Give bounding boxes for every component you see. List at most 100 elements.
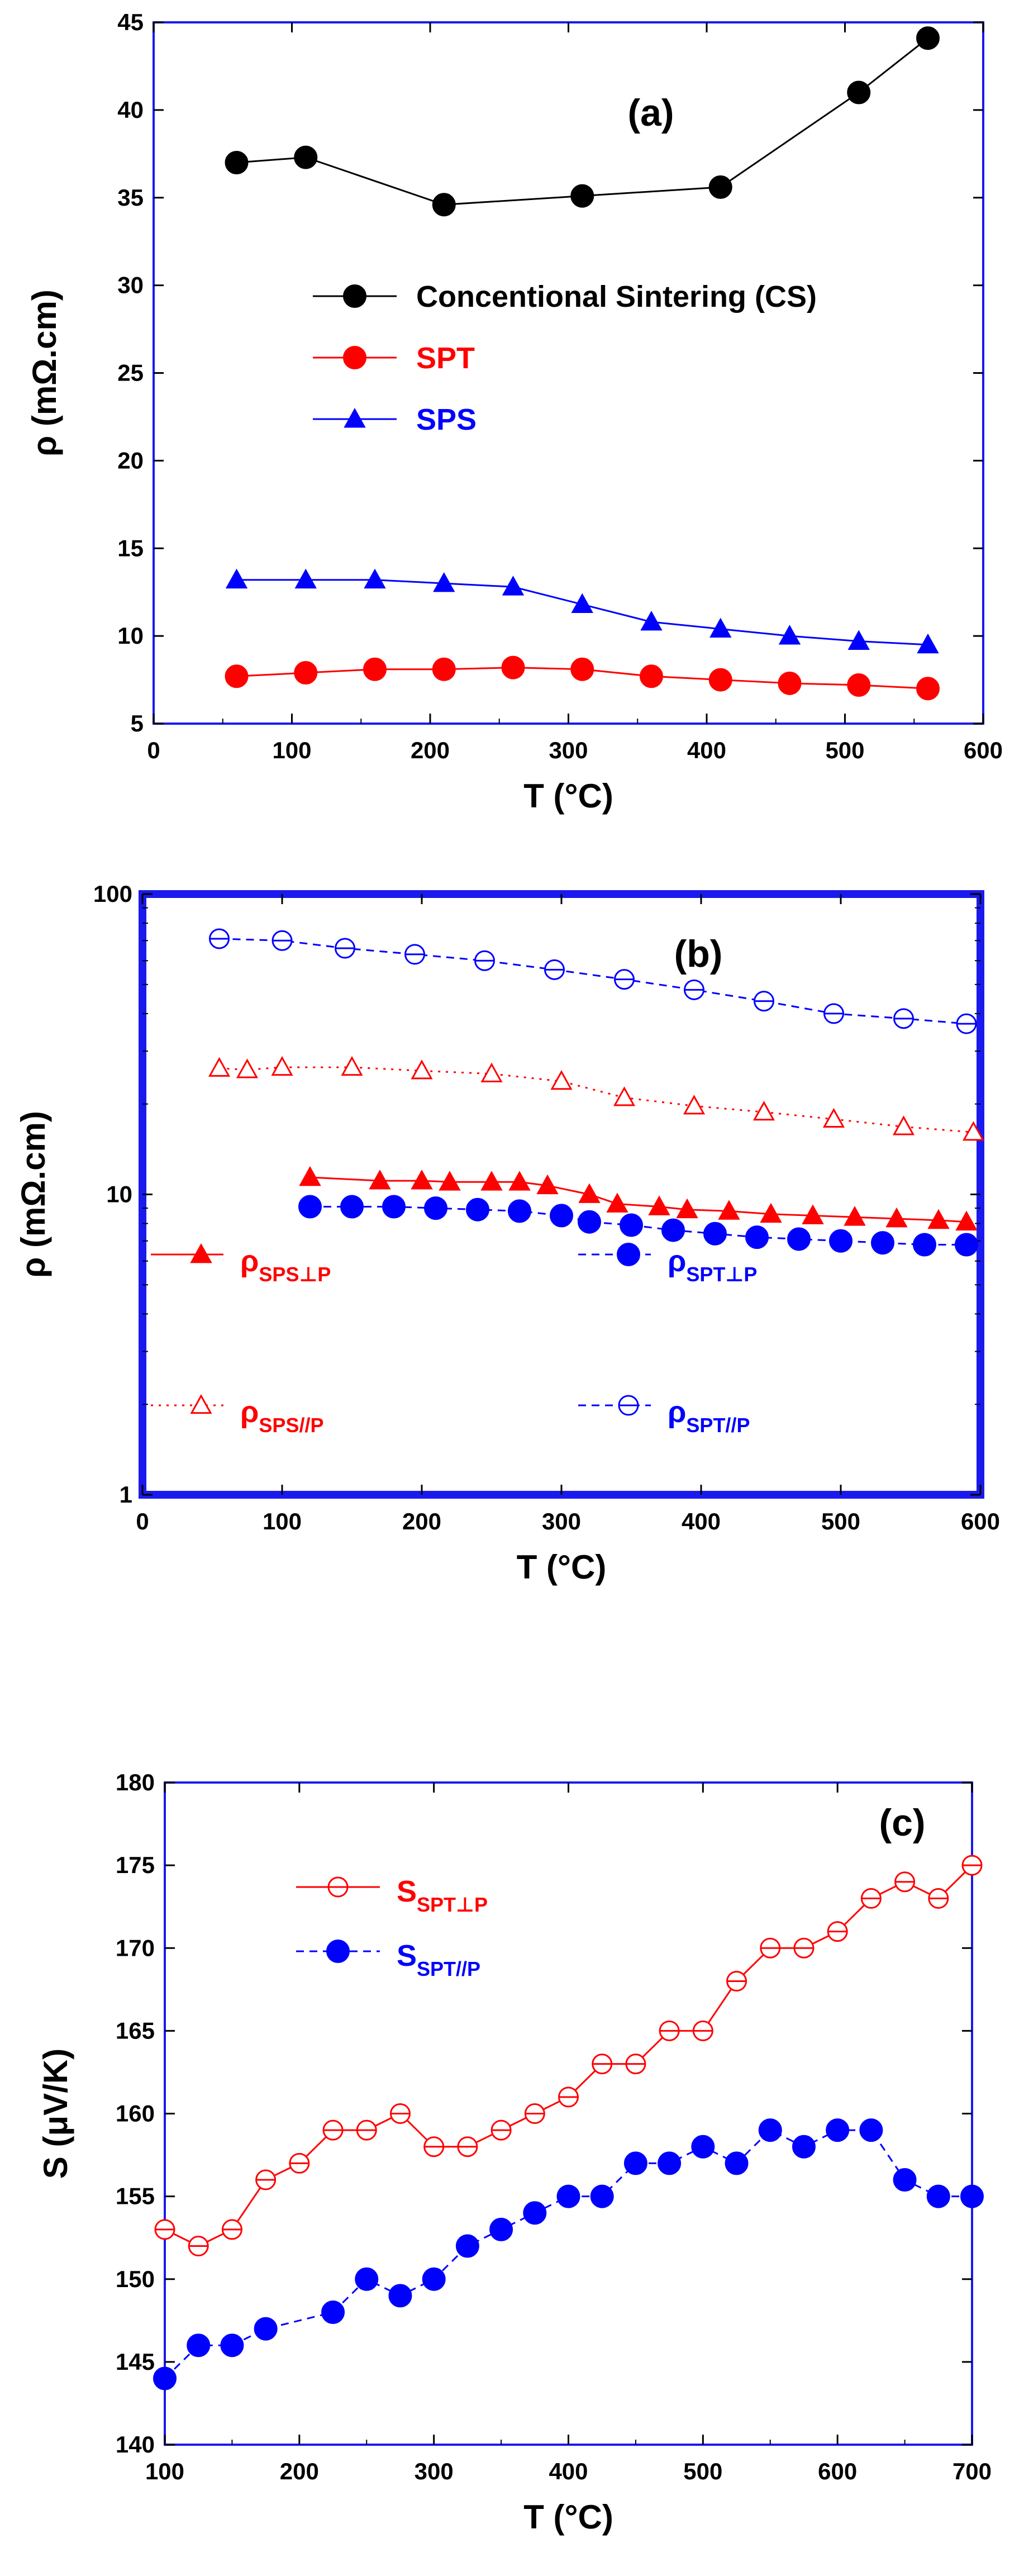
data-point [708, 175, 732, 199]
y-tick-label: 5 [131, 710, 144, 736]
legend-label: ρSPS//P [240, 1395, 323, 1437]
data-point [708, 668, 732, 692]
legend-symbol: ρ [668, 1395, 686, 1429]
legend-label: ρSPS⊥P [240, 1244, 331, 1286]
data-point [826, 2118, 850, 2142]
y-tick-label: 10 [117, 622, 144, 649]
data-point [556, 2184, 580, 2208]
series-b-3 [209, 928, 977, 1034]
x-tick-label: 200 [402, 1508, 441, 1534]
legend-marker [190, 1243, 212, 1263]
x-tick-label: 0 [147, 737, 160, 763]
legend-subscript: SPT⊥P [686, 1263, 757, 1286]
data-point [661, 1218, 685, 1242]
x-axis-label: T (°C) [517, 1548, 607, 1586]
data-point [321, 2301, 345, 2324]
series-line [219, 1066, 974, 1133]
x-tick-label: 300 [549, 737, 588, 763]
y-tick-label: 160 [116, 2100, 155, 2127]
y-tick-label: 155 [116, 2183, 155, 2209]
legend-subscript: SPT//P [686, 1414, 750, 1437]
y-tick-label: 40 [117, 97, 144, 123]
data-point [926, 2184, 950, 2208]
y-tick-label: 1 [120, 1481, 132, 1508]
series-c-0 [154, 1855, 983, 2256]
x-tick-label: 400 [687, 737, 726, 763]
legend-symbol: S [397, 1875, 417, 1908]
data-point [388, 2284, 412, 2308]
data-point [455, 2234, 479, 2258]
data-point [424, 1196, 447, 1220]
data-point [590, 2184, 614, 2208]
data-point [208, 1057, 231, 1077]
data-point [844, 1206, 866, 1226]
y-tick-label: 25 [117, 360, 144, 386]
series-line [236, 37, 928, 206]
data-point [758, 2118, 782, 2142]
y-tick-label: 20 [117, 447, 144, 473]
legend-label: SPS [416, 403, 477, 436]
x-tick-label: 400 [682, 1508, 721, 1534]
data-point [787, 1227, 811, 1251]
legend-label: SSPT//P [397, 1939, 480, 1980]
x-tick-label: 100 [145, 2458, 184, 2484]
data-point [683, 1095, 706, 1115]
data-point [703, 1222, 727, 1246]
data-point [885, 1207, 908, 1228]
data-point [422, 2267, 446, 2291]
data-point [489, 2217, 513, 2241]
data-point [225, 151, 249, 174]
legend-symbol: ρ [240, 1244, 259, 1278]
data-point [578, 1183, 601, 1203]
legend-subscript: SPS//P [259, 1414, 323, 1437]
data-point [829, 1229, 852, 1253]
y-tick-label: 175 [116, 1852, 155, 1878]
y-tick-label: 180 [116, 1769, 155, 1795]
data-point [508, 1199, 531, 1223]
y-axis-label: S (μV/K) [37, 2049, 74, 2179]
data-point [613, 1086, 636, 1106]
legend-symbol: S [397, 1939, 417, 1973]
y-tick-label: 170 [116, 1935, 155, 1961]
series-a-1 [225, 655, 940, 701]
data-point [432, 657, 456, 681]
data-point [871, 1231, 894, 1255]
x-tick-label: 500 [821, 1508, 860, 1534]
data-point [578, 1210, 601, 1234]
data-point [225, 568, 248, 589]
plot-frame [139, 890, 984, 1499]
data-point [571, 593, 593, 614]
panel-label: (b) [674, 933, 723, 975]
x-tick-label: 200 [411, 737, 450, 763]
series-b-2 [208, 1056, 985, 1141]
series-c-1 [153, 2118, 984, 2390]
data-point [466, 1197, 489, 1222]
data-point [369, 1170, 391, 1190]
data-point [236, 1058, 259, 1078]
legend-subscript: SPS⊥P [259, 1263, 331, 1286]
y-tick-label: 15 [117, 535, 144, 561]
legend-label: SPT [416, 341, 475, 375]
data-point [294, 145, 318, 169]
data-point [225, 664, 249, 688]
data-point [501, 655, 525, 679]
data-point [153, 2366, 177, 2390]
data-point [480, 1171, 503, 1191]
legend-marker [344, 407, 366, 428]
data-point [847, 80, 871, 104]
data-point [363, 657, 387, 681]
data-point [960, 2184, 984, 2208]
x-axis-label: T (°C) [523, 777, 613, 815]
data-point [502, 576, 525, 596]
data-point [341, 1056, 363, 1076]
legend-label: ρSPT//P [668, 1395, 750, 1437]
x-axis-label: T (°C) [523, 2498, 613, 2536]
data-point [294, 661, 318, 685]
y-tick-label: 35 [117, 184, 144, 211]
data-point [955, 1210, 978, 1231]
y-tick-label: 100 [93, 881, 132, 907]
data-point [802, 1204, 824, 1224]
data-point [955, 1233, 978, 1257]
data-point [913, 1233, 936, 1257]
data-point [550, 1070, 573, 1090]
